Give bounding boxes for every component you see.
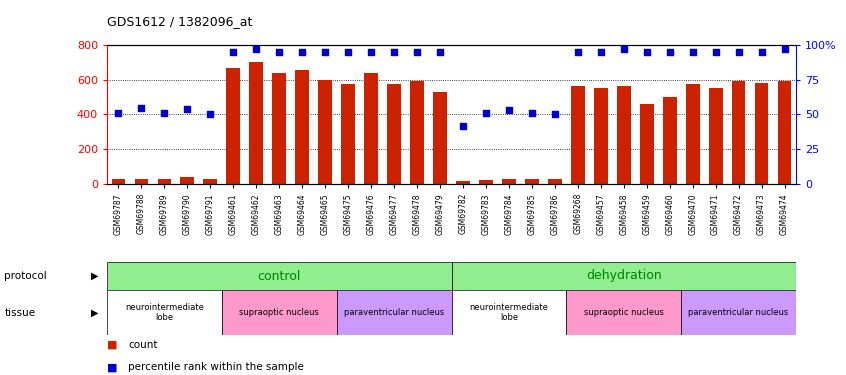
Bar: [686, 84, 700, 184]
Bar: [387, 84, 401, 184]
Bar: [755, 83, 768, 184]
Point: [503, 107, 516, 113]
Point: [227, 49, 240, 55]
Point: [157, 110, 171, 116]
Point: [571, 49, 585, 55]
Bar: [548, 179, 562, 184]
Bar: [341, 84, 355, 184]
Point: [204, 111, 217, 117]
Point: [135, 105, 148, 111]
Point: [342, 49, 355, 55]
Point: [250, 46, 263, 52]
Point: [180, 106, 194, 112]
Bar: [777, 81, 791, 184]
Text: GDS1612 / 1382096_at: GDS1612 / 1382096_at: [107, 15, 252, 28]
Text: ■: ■: [107, 363, 118, 372]
Text: dehydration: dehydration: [586, 270, 662, 282]
Text: supraoptic nucleus: supraoptic nucleus: [584, 308, 664, 317]
Bar: [135, 179, 148, 184]
Bar: [617, 86, 630, 184]
Bar: [709, 88, 722, 184]
Text: protocol: protocol: [4, 271, 47, 281]
Point: [755, 49, 768, 55]
Point: [594, 49, 607, 55]
Point: [709, 49, 722, 55]
Point: [387, 49, 401, 55]
Text: ▶: ▶: [91, 271, 98, 281]
Bar: [250, 62, 263, 184]
Bar: [433, 92, 447, 184]
Bar: [732, 81, 745, 184]
Bar: [502, 179, 516, 184]
Bar: [566, 290, 681, 335]
Point: [525, 110, 539, 116]
Point: [686, 49, 700, 55]
Bar: [525, 179, 539, 184]
Text: paraventricular nucleus: paraventricular nucleus: [344, 308, 444, 317]
Bar: [571, 86, 585, 184]
Text: count: count: [128, 340, 157, 350]
Bar: [180, 177, 195, 184]
Text: neurointermediate
lobe: neurointermediate lobe: [125, 303, 204, 322]
Text: paraventricular nucleus: paraventricular nucleus: [689, 308, 788, 317]
Text: tissue: tissue: [4, 308, 36, 318]
Text: ■: ■: [107, 340, 118, 350]
Text: control: control: [257, 270, 301, 282]
Point: [433, 49, 447, 55]
Text: neurointermediate
lobe: neurointermediate lobe: [470, 303, 548, 322]
Bar: [295, 70, 309, 184]
Bar: [318, 80, 332, 184]
Bar: [272, 73, 286, 184]
Point: [365, 49, 378, 55]
Point: [548, 111, 562, 117]
Point: [272, 49, 286, 55]
Text: ▶: ▶: [91, 308, 98, 318]
Point: [318, 49, 332, 55]
Point: [617, 46, 630, 52]
Bar: [594, 88, 607, 184]
Text: percentile rank within the sample: percentile rank within the sample: [128, 363, 304, 372]
Bar: [222, 290, 337, 335]
Bar: [410, 81, 424, 184]
Point: [456, 123, 470, 129]
Point: [295, 49, 309, 55]
Bar: [681, 290, 796, 335]
Bar: [640, 104, 654, 184]
Bar: [107, 290, 222, 335]
Bar: [227, 69, 240, 184]
Point: [410, 49, 424, 55]
Point: [663, 49, 677, 55]
Bar: [112, 179, 125, 184]
Bar: [662, 97, 677, 184]
Bar: [337, 290, 452, 335]
Point: [777, 46, 791, 52]
Text: supraoptic nucleus: supraoptic nucleus: [239, 308, 319, 317]
Bar: [452, 262, 796, 290]
Point: [640, 49, 653, 55]
Bar: [365, 73, 378, 184]
Point: [112, 110, 125, 116]
Point: [732, 49, 745, 55]
Bar: [452, 290, 566, 335]
Bar: [203, 179, 217, 184]
Bar: [107, 262, 452, 290]
Bar: [157, 179, 171, 184]
Bar: [479, 180, 493, 184]
Bar: [456, 180, 470, 184]
Point: [479, 110, 492, 116]
